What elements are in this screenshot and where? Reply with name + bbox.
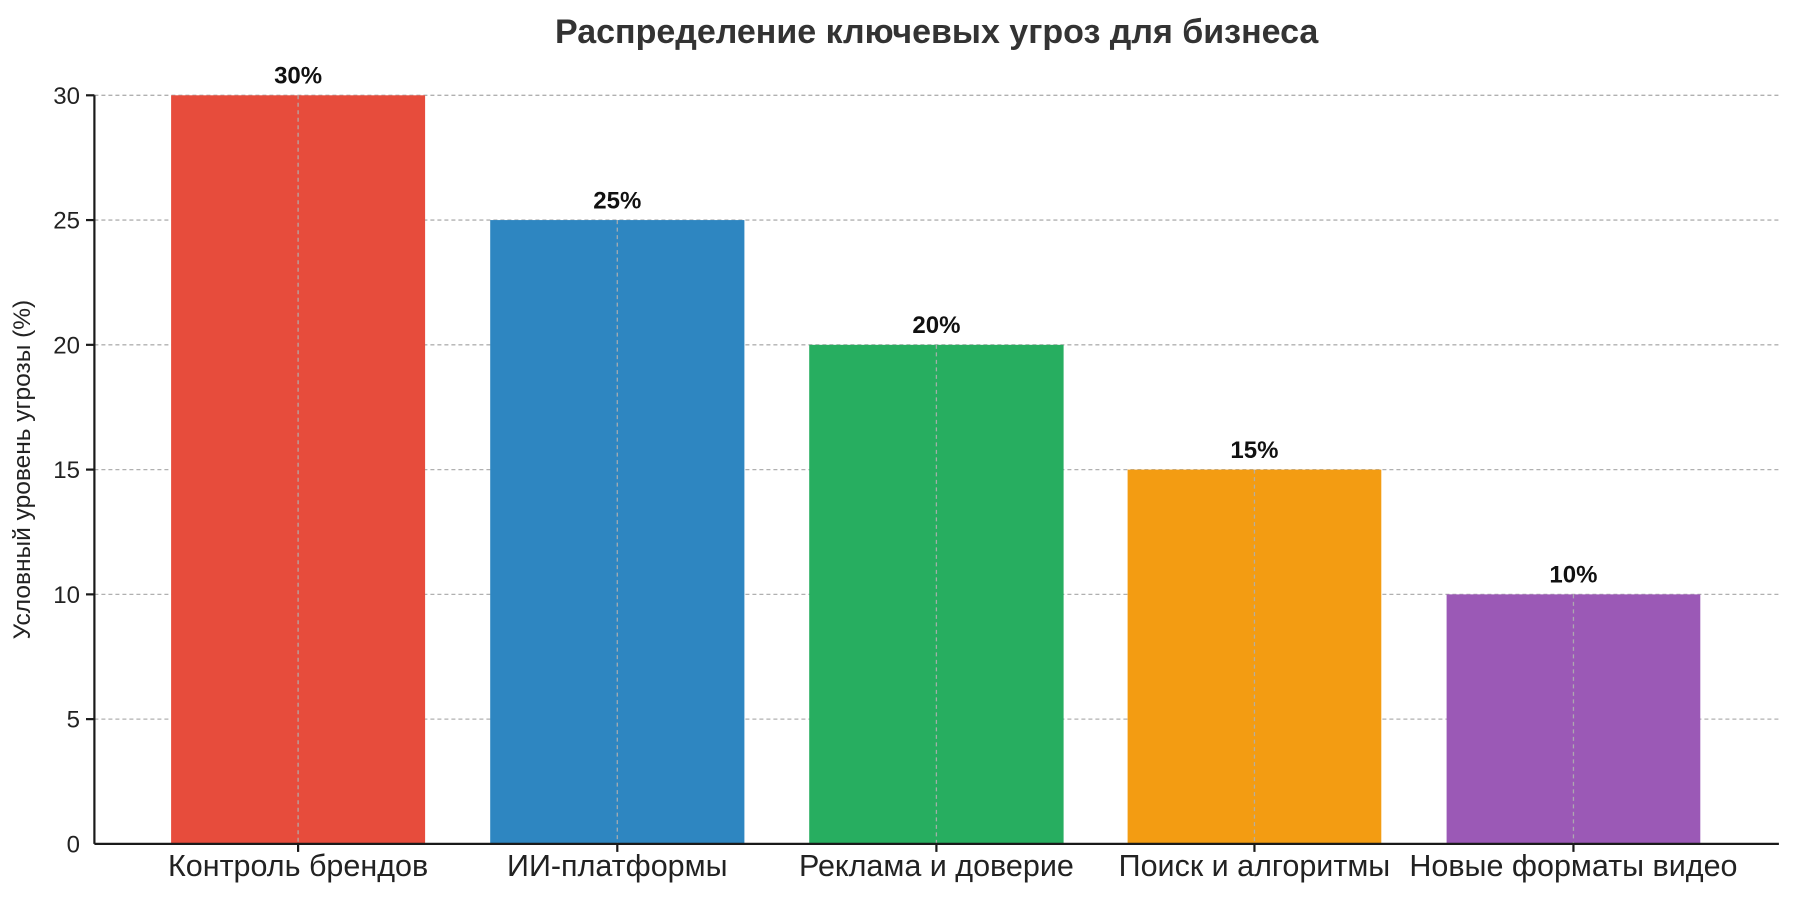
svg-text:20%: 20% (912, 312, 960, 339)
svg-text:25%: 25% (593, 187, 641, 214)
svg-text:Новые форматы видео: Новые форматы видео (1409, 849, 1737, 883)
svg-text:Поиск и алгоритмы: Поиск и алгоритмы (1119, 849, 1391, 883)
svg-text:0: 0 (67, 831, 80, 858)
svg-text:15: 15 (53, 457, 80, 484)
svg-text:ИИ-платформы: ИИ-платформы (507, 849, 728, 883)
svg-text:15%: 15% (1230, 437, 1278, 464)
svg-text:5: 5 (67, 707, 80, 734)
svg-text:Реклама и доверие: Реклама и доверие (799, 849, 1074, 883)
svg-text:Контроль брендов: Контроль брендов (168, 849, 428, 883)
svg-text:30%: 30% (274, 63, 322, 90)
svg-text:20: 20 (53, 332, 80, 359)
svg-text:Распределение ключевых угроз д: Распределение ключевых угроз для бизнеса (555, 13, 1319, 51)
svg-text:30: 30 (53, 83, 80, 110)
svg-text:Условный уровень угрозы (%): Условный уровень угрозы (%) (9, 300, 36, 640)
svg-text:25: 25 (53, 208, 80, 235)
svg-text:10%: 10% (1549, 562, 1597, 589)
svg-text:10: 10 (53, 582, 80, 609)
